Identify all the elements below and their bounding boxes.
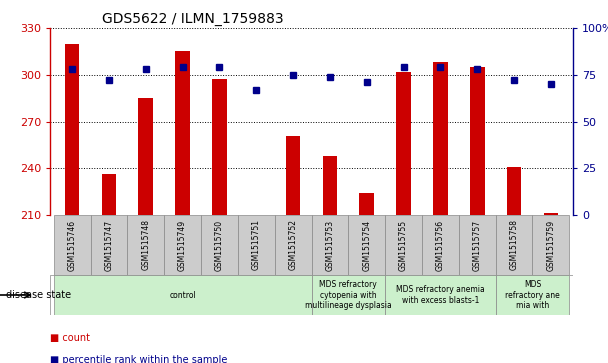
Bar: [459, 215, 496, 275]
Bar: [496, 275, 569, 315]
Bar: [275, 215, 311, 275]
Bar: [359, 193, 374, 215]
Bar: [470, 67, 485, 215]
Text: MDS refractory
cytopenia with
multilineage dysplasia: MDS refractory cytopenia with multilinea…: [305, 280, 392, 310]
Text: GSM1515755: GSM1515755: [399, 220, 408, 270]
Bar: [175, 52, 190, 215]
Bar: [506, 167, 522, 215]
Bar: [323, 156, 337, 215]
Bar: [127, 215, 164, 275]
Bar: [544, 213, 558, 215]
Bar: [311, 275, 385, 315]
Bar: [201, 215, 238, 275]
Bar: [212, 79, 227, 215]
Bar: [139, 98, 153, 215]
Text: MDS refractory anemia
with excess blasts-1: MDS refractory anemia with excess blasts…: [396, 285, 485, 305]
Bar: [64, 44, 80, 215]
Bar: [433, 62, 447, 215]
Text: GSM1515759: GSM1515759: [547, 220, 555, 270]
Text: GSM1515758: GSM1515758: [510, 220, 519, 270]
Bar: [286, 135, 300, 215]
Text: GSM1515746: GSM1515746: [67, 220, 77, 270]
Bar: [91, 215, 127, 275]
Bar: [238, 215, 275, 275]
Text: GSM1515754: GSM1515754: [362, 220, 371, 270]
Text: GDS5622 / ILMN_1759883: GDS5622 / ILMN_1759883: [102, 12, 284, 25]
Bar: [348, 215, 385, 275]
Text: control: control: [169, 290, 196, 299]
Text: GSM1515752: GSM1515752: [289, 220, 297, 270]
Bar: [422, 215, 459, 275]
Text: GSM1515748: GSM1515748: [141, 220, 150, 270]
Bar: [533, 215, 569, 275]
Text: GSM1515756: GSM1515756: [436, 220, 445, 270]
Bar: [311, 215, 348, 275]
Text: ■ count: ■ count: [50, 333, 90, 343]
Text: GSM1515749: GSM1515749: [178, 220, 187, 270]
Text: GSM1515747: GSM1515747: [105, 220, 114, 270]
Bar: [385, 275, 496, 315]
Text: GSM1515757: GSM1515757: [473, 220, 482, 270]
Bar: [496, 215, 533, 275]
Text: disease state: disease state: [6, 290, 71, 300]
Text: GSM1515753: GSM1515753: [325, 220, 334, 270]
Bar: [164, 215, 201, 275]
Text: GSM1515750: GSM1515750: [215, 220, 224, 270]
Bar: [102, 175, 116, 215]
Bar: [385, 215, 422, 275]
Text: GSM1515751: GSM1515751: [252, 220, 261, 270]
Bar: [54, 275, 311, 315]
Bar: [54, 215, 91, 275]
Text: MDS
refractory ane
mia with: MDS refractory ane mia with: [505, 280, 560, 310]
Text: ■ percentile rank within the sample: ■ percentile rank within the sample: [50, 355, 227, 363]
Bar: [396, 72, 411, 215]
